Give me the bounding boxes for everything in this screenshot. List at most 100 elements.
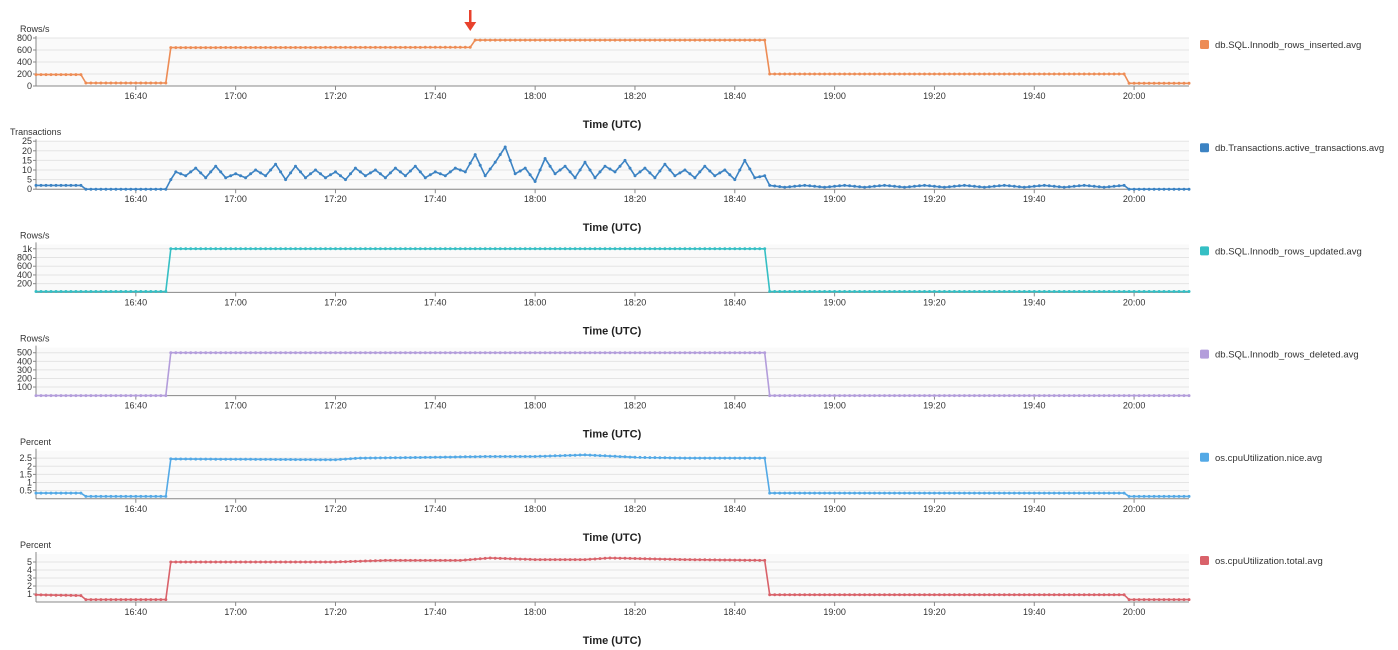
legend-swatch bbox=[1200, 40, 1209, 49]
series-point bbox=[414, 247, 417, 250]
legend-label: db.SQL.Innodb_rows_inserted.avg bbox=[1215, 40, 1361, 51]
series-point bbox=[514, 172, 517, 175]
series-point bbox=[1083, 290, 1086, 293]
series-point bbox=[514, 455, 517, 458]
series-point bbox=[798, 290, 801, 293]
series-point bbox=[379, 172, 382, 175]
series-point bbox=[798, 492, 801, 495]
series-point bbox=[224, 351, 227, 354]
series-point bbox=[529, 455, 532, 458]
legend-swatch bbox=[1200, 350, 1209, 359]
series-point bbox=[703, 39, 706, 42]
series-point bbox=[683, 457, 686, 460]
series-point bbox=[579, 39, 582, 42]
x-tick-label: 18:40 bbox=[724, 401, 747, 411]
series-point bbox=[1113, 185, 1116, 188]
series-point bbox=[1033, 290, 1036, 293]
series-point bbox=[803, 394, 806, 397]
series-point bbox=[998, 290, 1001, 293]
series-point bbox=[604, 454, 607, 457]
series-point bbox=[853, 73, 856, 76]
series-point bbox=[60, 73, 63, 76]
series-point bbox=[74, 594, 77, 597]
series-point bbox=[938, 394, 941, 397]
series-point bbox=[698, 457, 701, 460]
series-point bbox=[194, 167, 197, 170]
series-point bbox=[214, 46, 217, 49]
series-point bbox=[564, 165, 567, 168]
series-point bbox=[943, 186, 946, 189]
series-point bbox=[254, 561, 257, 564]
series-point bbox=[79, 594, 82, 597]
series-point bbox=[1153, 495, 1156, 498]
series-point bbox=[324, 458, 327, 461]
series-point bbox=[584, 558, 587, 561]
series-point bbox=[554, 172, 557, 175]
series-point bbox=[569, 454, 572, 457]
series-point bbox=[279, 170, 282, 173]
series-point bbox=[738, 247, 741, 250]
series-point bbox=[1098, 185, 1101, 188]
series-point bbox=[519, 39, 522, 42]
series-point bbox=[1183, 290, 1186, 293]
series-point bbox=[1018, 185, 1021, 188]
series-point bbox=[803, 492, 806, 495]
series-point bbox=[35, 492, 38, 495]
series-point bbox=[673, 174, 676, 177]
series-point bbox=[1053, 394, 1056, 397]
series-point bbox=[693, 247, 696, 250]
series-point bbox=[873, 492, 876, 495]
series-point bbox=[833, 492, 836, 495]
series-point bbox=[923, 290, 926, 293]
series-point bbox=[1123, 492, 1126, 495]
series-point bbox=[683, 169, 686, 172]
series-point bbox=[813, 290, 816, 293]
series-point bbox=[983, 593, 986, 596]
series-point bbox=[214, 458, 217, 461]
series-point bbox=[958, 73, 961, 76]
series-point bbox=[109, 598, 112, 601]
series-point bbox=[813, 593, 816, 596]
series-point bbox=[748, 39, 751, 42]
series-point bbox=[713, 174, 716, 177]
series-point bbox=[574, 176, 577, 179]
series-point bbox=[309, 46, 312, 49]
series-point bbox=[229, 46, 232, 49]
series-point bbox=[928, 492, 931, 495]
x-axis-label: Time (UTC) bbox=[583, 635, 642, 647]
y-tick-label: 400 bbox=[17, 57, 32, 67]
series-point bbox=[119, 495, 122, 498]
series-point bbox=[648, 171, 651, 174]
series-point bbox=[40, 73, 43, 76]
series-point bbox=[104, 394, 107, 397]
series-point bbox=[793, 73, 796, 76]
series-point bbox=[339, 46, 342, 49]
series-point bbox=[64, 394, 67, 397]
series-point bbox=[559, 247, 562, 250]
y-tick-label: 10 bbox=[22, 165, 32, 175]
series-point bbox=[883, 492, 886, 495]
series-point bbox=[983, 492, 986, 495]
series-point bbox=[1138, 598, 1141, 601]
series-point bbox=[624, 455, 627, 458]
x-tick-label: 18:40 bbox=[724, 504, 747, 514]
series-point bbox=[74, 492, 77, 495]
series-point bbox=[94, 495, 97, 498]
series-point bbox=[364, 457, 367, 460]
series-point bbox=[35, 184, 38, 187]
series-point bbox=[109, 188, 112, 191]
series-point bbox=[494, 161, 497, 164]
series-point bbox=[808, 184, 811, 187]
series-point bbox=[808, 593, 811, 596]
series-point bbox=[1133, 82, 1136, 85]
x-tick-label: 19:40 bbox=[1023, 607, 1046, 617]
series-point bbox=[224, 46, 227, 49]
series-point bbox=[244, 561, 247, 564]
series-point bbox=[1033, 492, 1036, 495]
y-axis-label: Transactions bbox=[10, 127, 62, 137]
series-point bbox=[1073, 394, 1076, 397]
series-point bbox=[294, 46, 297, 49]
series-point bbox=[798, 73, 801, 76]
series-point bbox=[803, 73, 806, 76]
series-point bbox=[249, 46, 252, 49]
